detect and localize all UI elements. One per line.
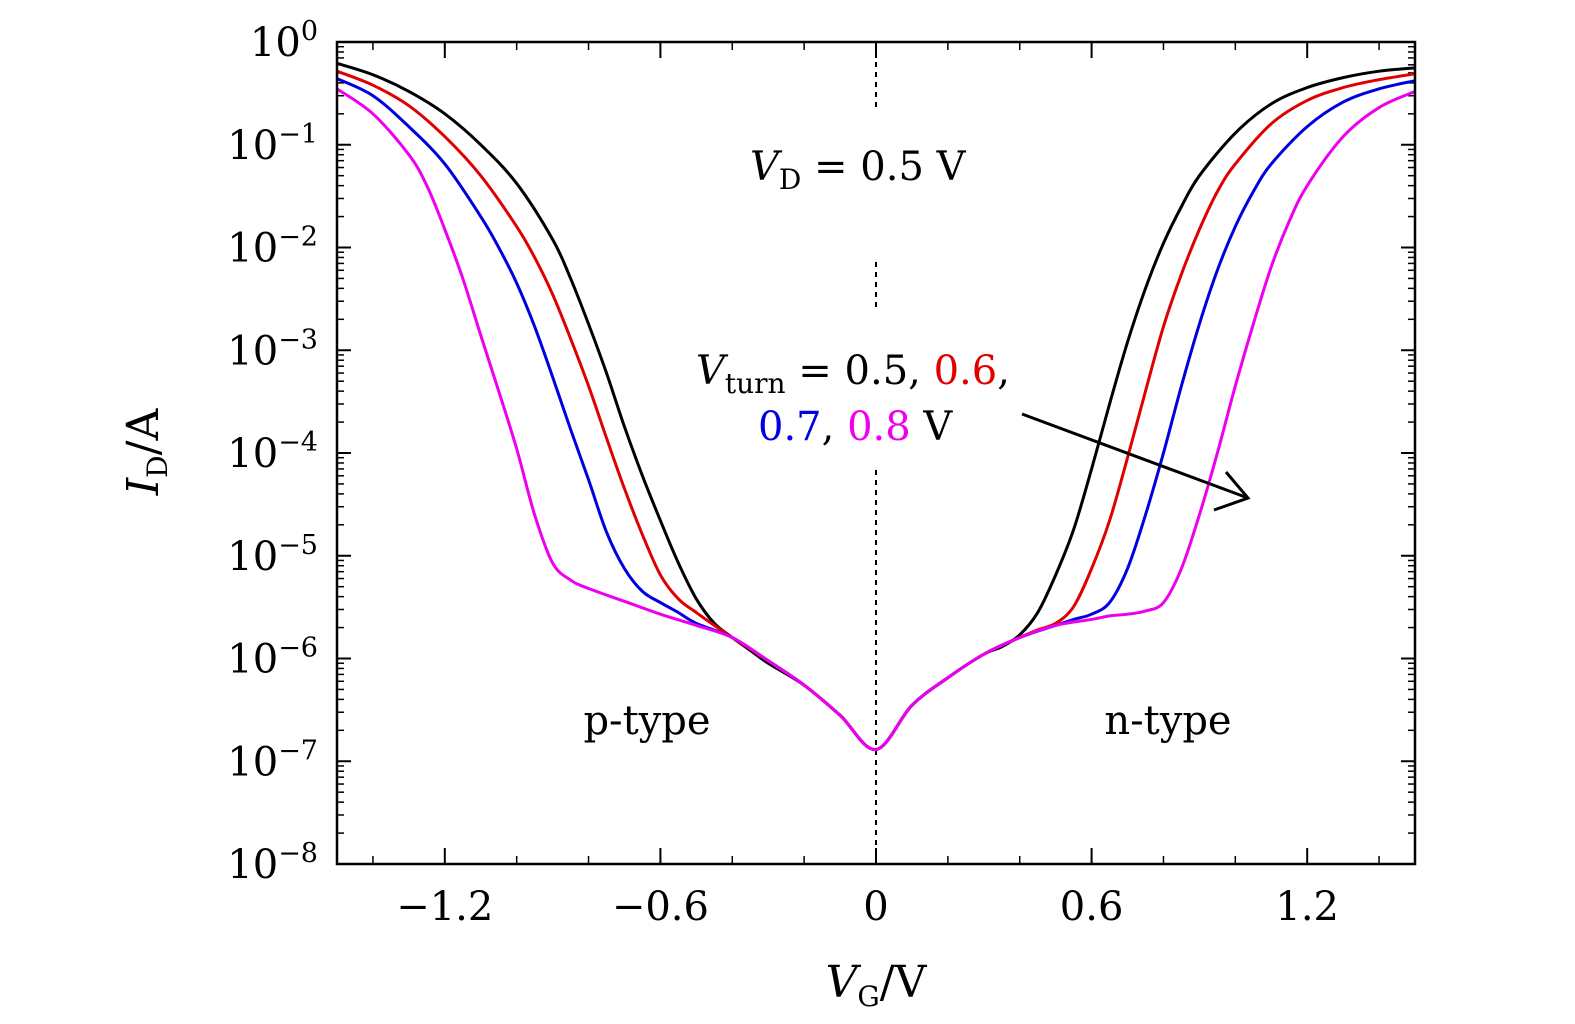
vturn-annotation: Vturn = 0.5, 0.6, [696, 348, 1010, 400]
axes-frame [335, 40, 1417, 866]
y-tick-label: 10−3 [227, 324, 318, 374]
n-type-label: n-type [1104, 698, 1231, 744]
x-tick-label: 0 [863, 884, 888, 930]
x-tick-label: 0.6 [1060, 884, 1124, 930]
y-tick-label: 10−6 [227, 633, 318, 683]
y-tick-labels: 100 10−1 10−2 10−3 10−4 10−5 10−6 10−7 10−8 [227, 16, 318, 888]
y-tick-label: 10−2 [227, 222, 318, 272]
vd-annotation: VD = 0.5 V [750, 144, 967, 196]
series-layer [336, 61, 1416, 752]
p-type-label: p-type [583, 698, 710, 744]
x-tick-label: 1.2 [1275, 884, 1339, 930]
x-tick-label: −1.2 [396, 884, 493, 930]
y-axis-title: ID/A [118, 408, 174, 497]
shift-arrow [1021, 412, 1251, 512]
y-tick-label: 10−4 [227, 427, 318, 477]
x-tick-labels: −1.2 −0.6 0 0.6 1.2 [396, 884, 1339, 930]
y-tick-label: 10−5 [227, 530, 318, 580]
y-tick-label: 100 [250, 16, 318, 66]
x-tick-label: −0.6 [612, 884, 709, 930]
vturn-annotation-line2: 0.7, 0.8 V [758, 404, 953, 450]
series-line-4 [336, 87, 1416, 752]
y-tick-label: 10−8 [227, 838, 318, 888]
x-axis-title: VG/V [826, 957, 928, 1013]
plot-frame [335, 40, 1417, 866]
y-tick-label: 10−1 [227, 119, 318, 169]
y-tick-label: 10−7 [227, 735, 318, 785]
